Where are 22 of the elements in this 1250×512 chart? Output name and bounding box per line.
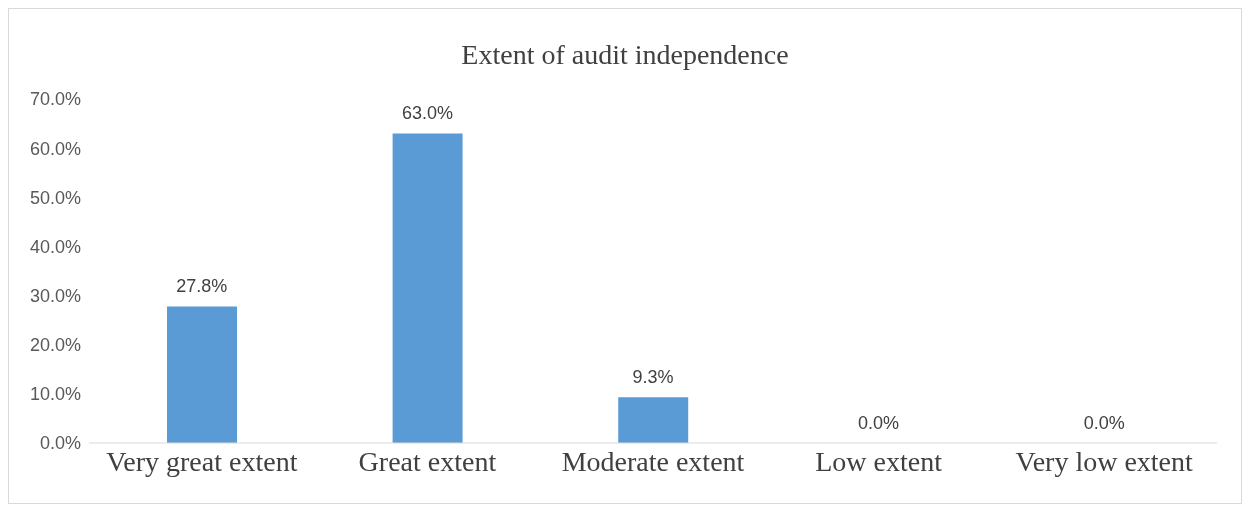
y-tick-label: 0.0%: [39, 433, 81, 454]
y-tick-label: 60.0%: [29, 138, 81, 159]
data-label: 63.0%: [401, 103, 453, 124]
data-label: 27.8%: [176, 276, 228, 297]
bar: [167, 306, 237, 443]
y-tick-label: 50.0%: [29, 187, 81, 208]
data-label: 9.3%: [632, 367, 674, 388]
bar: [618, 397, 689, 443]
y-tick-label: 10.0%: [29, 384, 81, 405]
x-tick-label: Very great extent: [106, 445, 298, 477]
data-label: 0.0%: [858, 413, 900, 433]
y-tick-label: 30.0%: [29, 285, 81, 306]
chart-title: Extent of audit independence: [460, 39, 790, 71]
x-tick-label: Great extent: [358, 445, 497, 477]
bar: [392, 133, 463, 443]
y-tick-label: 20.0%: [29, 335, 81, 356]
x-tick-label: Very low extent: [1015, 445, 1194, 477]
x-tick-label: Moderate extent: [561, 445, 745, 477]
data-label: 0.0%: [1083, 413, 1125, 433]
y-tick-label: 70.0%: [29, 89, 81, 110]
x-tick-label: Low extent: [815, 445, 943, 477]
y-tick-label: 40.0%: [29, 236, 81, 257]
